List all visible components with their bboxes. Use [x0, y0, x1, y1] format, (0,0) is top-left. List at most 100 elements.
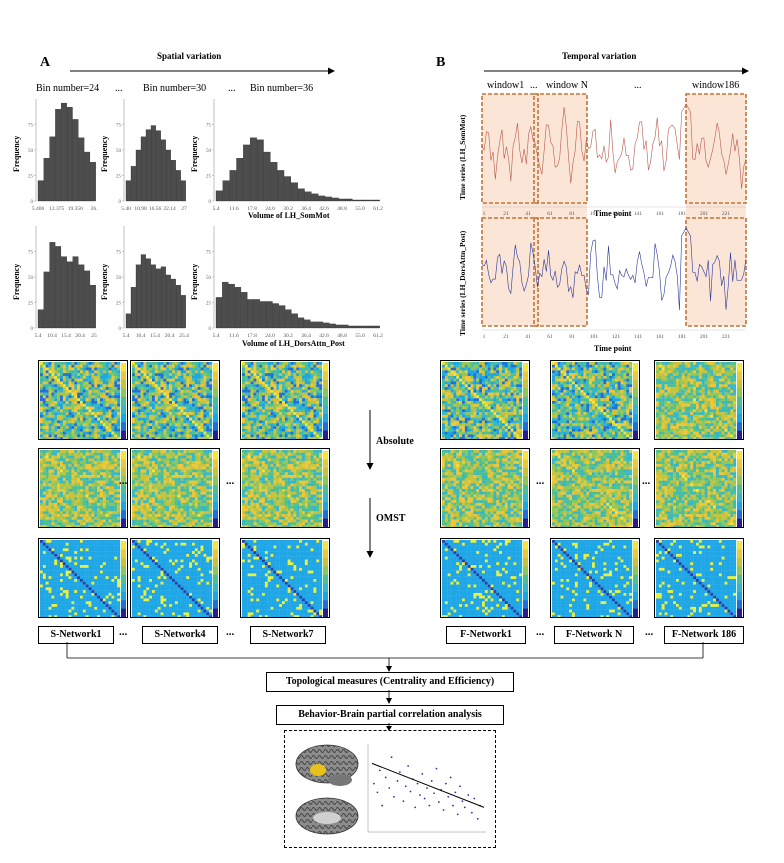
matrix-cell [296, 502, 300, 506]
hist-bar [66, 107, 73, 202]
matrix-cell [94, 403, 98, 407]
matrix-cell [134, 423, 138, 427]
matrix-cell [85, 426, 89, 430]
matrix-cell [174, 477, 178, 481]
matrix-cell [94, 475, 98, 479]
matrix-cell [80, 463, 84, 467]
matrix-cell [154, 414, 158, 418]
matrix-cell [307, 486, 311, 490]
ts-tick-label: 21 [503, 334, 509, 340]
matrix-cell [134, 477, 138, 481]
matrix-cell [157, 395, 161, 399]
matrix-cell [307, 423, 311, 427]
matrix-cell [160, 398, 164, 402]
matrix-cell [149, 409, 153, 413]
matrix-cell [74, 367, 78, 371]
matrix-cell [287, 412, 291, 416]
hist-bar [373, 325, 380, 329]
matrix-cell [247, 431, 251, 435]
matrix-cell [74, 505, 78, 509]
matrix-cell [62, 420, 66, 424]
matrix-cell [114, 420, 118, 424]
matrix-cell [42, 455, 46, 459]
matrix-cell [169, 437, 173, 439]
matrix-cell [194, 412, 198, 416]
matrix-cell [60, 387, 64, 391]
matrix-cell [200, 412, 204, 416]
matrix-cell [310, 516, 314, 520]
matrix-cell [149, 412, 153, 416]
matrix-cell [160, 516, 164, 520]
matrix-cell [169, 477, 173, 481]
matrix-cell [166, 477, 170, 481]
matrix-cell [267, 431, 271, 435]
matrix-cell [154, 494, 158, 498]
matrix-cell [256, 412, 260, 416]
matrix-cell [316, 373, 320, 377]
matrix-cell [157, 431, 161, 435]
matrix-cell [132, 486, 136, 490]
matrix-cell [304, 403, 308, 407]
matrix-cell [71, 522, 75, 526]
matrix-cell [40, 505, 44, 509]
matrix-cell [242, 362, 246, 365]
matrix-cell [68, 505, 72, 509]
matrix-cell [111, 463, 115, 467]
matrix-cell [270, 452, 274, 456]
matrix-cell [200, 375, 204, 379]
matrix-cell [160, 519, 164, 523]
matrix-cell [307, 519, 311, 523]
matrix-cell [174, 375, 178, 379]
matrix-cell [273, 455, 277, 459]
matrix-cell [111, 525, 115, 527]
matrix-cell [65, 516, 69, 520]
matrix-cell [256, 423, 260, 427]
hist-bar [311, 193, 319, 202]
matrix-cell [299, 455, 303, 459]
matrix-cell [319, 375, 323, 379]
matrix-cell [149, 389, 153, 393]
matrix-cell [154, 423, 158, 427]
matrix-cell [319, 412, 323, 416]
matrix-cell [154, 434, 158, 438]
matrix-cell [169, 412, 173, 416]
matrix-cell [242, 480, 246, 484]
matrix-cell [143, 389, 147, 393]
matrix-cell [97, 463, 101, 467]
matrix-cell [108, 452, 112, 456]
matrix-cell [262, 455, 266, 459]
ts-tick-label: 101 [590, 334, 599, 340]
matrix-cell [108, 378, 112, 382]
matrix-cell [267, 477, 271, 481]
matrix-cell [172, 437, 176, 439]
matrix-cell [259, 428, 263, 432]
matrix-cell [65, 414, 69, 418]
matrix-cell [65, 452, 69, 456]
hist-bar [360, 325, 368, 329]
matrix-cell [74, 519, 78, 523]
matrix-cell [194, 491, 198, 495]
matrix-cell [244, 522, 248, 526]
matrix-cell [293, 491, 297, 495]
matrix-cell [100, 434, 104, 438]
matrix-cell [143, 497, 147, 501]
matrix-cell [74, 364, 78, 368]
matrix-cell [62, 516, 66, 520]
matrix-cell [302, 505, 306, 509]
matrix-cell [242, 483, 246, 487]
matrix-cell [183, 514, 187, 518]
matrix-cell [244, 412, 248, 416]
matrix-cell [146, 522, 150, 526]
matrix-cell [91, 472, 95, 476]
matrix-cell [48, 525, 52, 527]
matrix-cell [244, 395, 248, 399]
matrix-cell [304, 414, 308, 418]
matrix-cell [57, 401, 61, 404]
matrix-cell [319, 395, 323, 399]
matrix-cell [302, 401, 306, 404]
matrix-cell [244, 458, 248, 462]
matrix-cell [177, 500, 181, 504]
matrix-cell [100, 409, 104, 413]
matrix-cell [146, 458, 150, 462]
matrix-cell [242, 472, 246, 476]
